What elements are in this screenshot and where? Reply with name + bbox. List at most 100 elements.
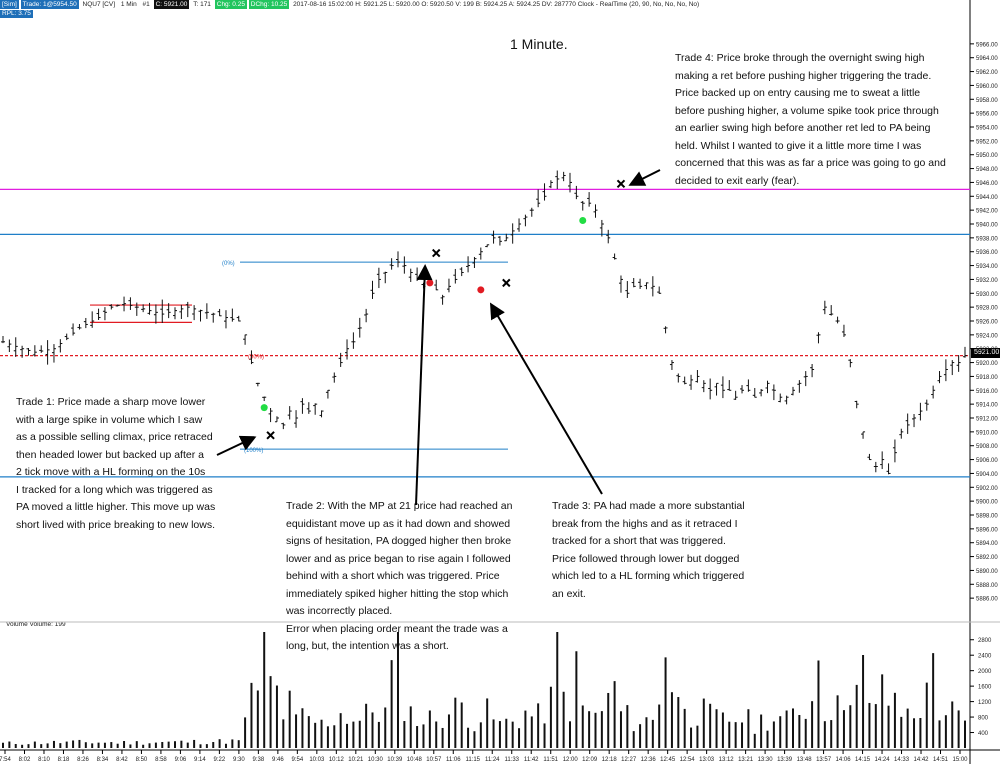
time-tick-label: 14:15 (855, 757, 871, 763)
trade3-entry-marker (477, 286, 485, 294)
time-tick-label: 14:06 (836, 757, 852, 763)
price-tick-label: 5894.00 (976, 541, 998, 547)
price-tick-label: 5966.00 (976, 42, 998, 48)
last-price-badge: 5921.00 (971, 348, 1000, 358)
time-tick-label: 10:57 (426, 757, 442, 763)
price-tick-label: 5932.00 (976, 278, 998, 284)
price-tick-label: 5902.00 (976, 486, 998, 492)
time-tick-label: 13:39 (777, 757, 793, 763)
price-tick-label: 5904.00 (976, 472, 998, 478)
trade2-entry-marker (426, 279, 434, 287)
volume-tick-label: 400 (978, 731, 989, 737)
time-tick-label: 10:48 (407, 757, 423, 763)
time-tick-label: 8:10 (38, 757, 50, 763)
time-tick-label: 9:54 (292, 757, 304, 763)
trade3-note: Trade 3: PA had made a more substantial b… (552, 500, 745, 600)
time-tick-label: 14:51 (933, 757, 949, 763)
price-tick-label: 5910.00 (976, 430, 998, 436)
time-tick-label: 14:33 (894, 757, 910, 763)
time-tick-label: 8:34 (97, 757, 109, 763)
time-tick-label: 12:54 (680, 757, 696, 763)
time-tick-label: 13:48 (797, 757, 813, 763)
volume-tick-label: 1200 (978, 700, 992, 706)
trade-label: Trade: 1@5954.50 (20, 0, 79, 9)
price-tick-label: 5918.00 (976, 375, 998, 381)
price-tick-label: 5900.00 (976, 500, 998, 506)
price-tick-label: 5888.00 (976, 583, 998, 589)
trade3-arrow (489, 302, 603, 495)
time-tick-label: 9:06 (175, 757, 187, 763)
chart-title: 1 Minute. (510, 36, 568, 52)
price-tick-label: 5916.00 (976, 389, 998, 395)
info-label: 2017-08-16 15:02:00 H: 5921.25 L: 5920.0… (293, 1, 700, 8)
trade4-arrow (628, 169, 661, 186)
time-tick-label: 10:21 (348, 757, 364, 763)
time-tick-label: 12:18 (602, 757, 618, 763)
time-tick-label: 8:58 (155, 757, 167, 763)
trade4-note: Trade 4: Price broke through the overnig… (675, 52, 946, 187)
volume-tick-label: 2000 (978, 669, 992, 675)
price-tick-label: 5938.00 (976, 236, 998, 242)
price-tick-label: 5958.00 (976, 98, 998, 104)
trade2-note: Trade 2: With the MP at 21 price had rea… (286, 500, 513, 652)
price-tick-label: 5922.00 (976, 347, 998, 353)
trade4-exit-marker (616, 179, 626, 189)
price-tick-label: 5892.00 (976, 555, 998, 561)
price-tick-label: 5896.00 (976, 527, 998, 533)
trade1-exit-marker (266, 431, 275, 440)
time-tick-label: 8:42 (116, 757, 128, 763)
time-tick-label: 10:30 (368, 757, 384, 763)
trade1-arrow (216, 435, 257, 456)
time-tick-label: 8:18 (58, 757, 70, 763)
time-tick-label: 11:42 (524, 757, 539, 763)
time-tick-label: 12:45 (660, 757, 676, 763)
price-tick-label: 5886.00 (976, 597, 998, 603)
price-tick-label: 5920.00 (976, 361, 998, 367)
price-tick-label: 5914.00 (976, 403, 998, 409)
chart-header: [Sim] Trade: 1@5954.50 NQU7 [CV] 1 Min #… (0, 0, 970, 9)
price-tick-label: 5956.00 (976, 112, 998, 118)
price-tick-label: 5924.00 (976, 333, 998, 339)
time-tick-label: 11:15 (465, 757, 480, 763)
time-tick-label: 13:21 (738, 757, 754, 763)
time-tick-label: 12:09 (582, 757, 598, 763)
ticks-label: T: 171 (193, 1, 211, 8)
time-tick-label: 9:14 (194, 757, 206, 763)
price-tick-label: 5952.00 (976, 139, 998, 145)
volume-tick-label: 2400 (978, 654, 992, 660)
time-tick-label: 10:12 (329, 757, 345, 763)
time-tick-label: 8:26 (77, 757, 89, 763)
trade2-arrow (415, 264, 433, 506)
trade1-entry-marker (260, 404, 268, 412)
price-tick-label: 5934.00 (976, 264, 998, 270)
time-tick-label: 15:00 (952, 757, 968, 763)
volume-tick-label: 800 (978, 716, 989, 722)
trade1-note: Trade 1: Price made a sharp move lower wi… (16, 396, 216, 531)
chg-label: Chg: 0.25 (214, 0, 247, 9)
price-tick-label: 5908.00 (976, 444, 998, 450)
time-tick-label: 8:02 (19, 757, 31, 763)
time-tick-label: 9:30 (233, 757, 245, 763)
time-tick-label: 14:42 (914, 757, 930, 763)
price-tick-label: 5950.00 (976, 153, 998, 159)
time-tick-label: 11:06 (446, 757, 461, 763)
volume-label: Volume Volume: 199 (6, 621, 66, 628)
trade2-exit-marker (432, 248, 441, 258)
volume-tick-label: 2800 (978, 638, 992, 644)
time-tick-label: 9:22 (214, 757, 226, 763)
time-tick-label: 10:03 (309, 757, 325, 763)
time-tick-label: 13:30 (758, 757, 774, 763)
price-tick-label: 5942.00 (976, 209, 998, 215)
time-tick-label: 10:39 (387, 757, 403, 763)
price-tick-label: 5948.00 (976, 167, 998, 173)
interval-label: 1 Min (120, 1, 137, 8)
time-tick-label: 12:27 (621, 757, 637, 763)
time-tick-label: 12:36 (641, 757, 657, 763)
price-tick-label: 5898.00 (976, 514, 998, 520)
time-tick-label: 13:12 (719, 757, 735, 763)
time-tick-label: 9:38 (253, 757, 265, 763)
trade4-entry-marker (579, 217, 587, 225)
price-tick-label: 5944.00 (976, 195, 998, 201)
time-tick-label: 12:00 (563, 757, 579, 763)
